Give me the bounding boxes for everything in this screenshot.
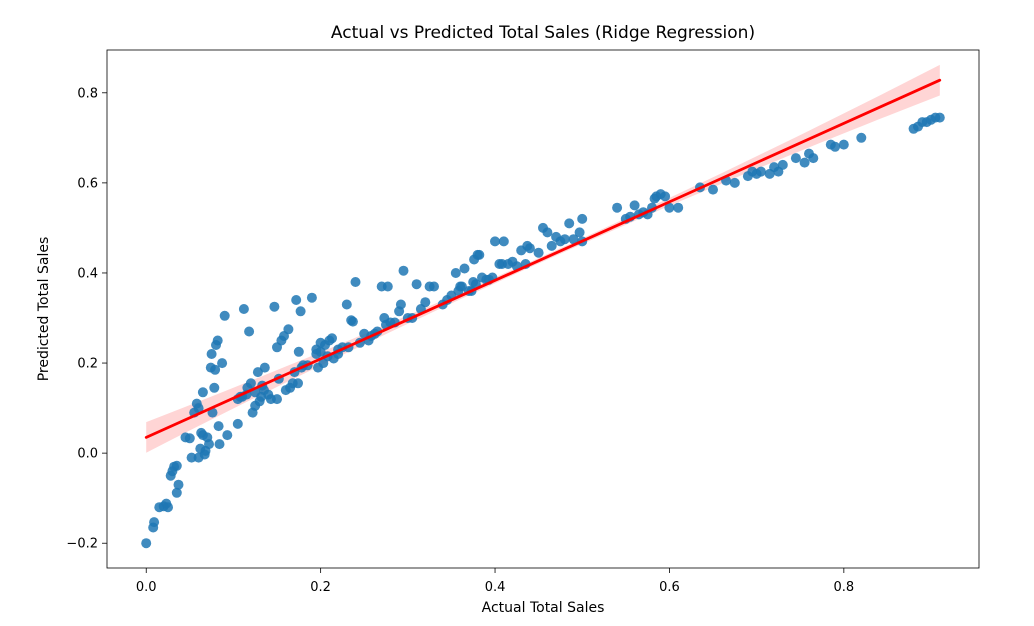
data-point <box>777 159 788 170</box>
data-point <box>293 378 303 389</box>
data-point <box>244 326 255 337</box>
y-axis-ticks: −0.2 0.0 0.2 0.4 0.6 0.8 <box>66 86 107 552</box>
chart-title: Actual vs Predicted Total Sales (Ridge R… <box>331 23 755 43</box>
data-point <box>171 460 182 471</box>
data-point <box>163 502 173 513</box>
y-tick-label: 0.6 <box>77 176 98 191</box>
x-tick-label: 0.2 <box>310 580 331 595</box>
data-point <box>238 304 249 314</box>
data-point <box>808 153 819 164</box>
data-point <box>546 240 557 251</box>
data-point <box>411 279 422 290</box>
data-point <box>660 191 671 202</box>
data-point <box>232 418 243 429</box>
data-point <box>420 297 431 308</box>
data-point <box>204 439 214 450</box>
data-point <box>193 403 204 414</box>
data-point <box>206 349 217 359</box>
data-point <box>856 132 867 143</box>
data-point <box>295 306 306 317</box>
data-point <box>272 394 282 405</box>
y-tick-label: −0.2 <box>66 537 98 552</box>
data-point <box>524 243 535 254</box>
scatter-points <box>141 112 945 549</box>
data-point <box>210 364 221 375</box>
data-point <box>790 153 801 164</box>
data-point <box>474 249 485 260</box>
data-point <box>149 517 160 528</box>
data-point <box>184 433 195 444</box>
data-point <box>490 236 500 247</box>
data-point <box>209 382 220 393</box>
data-point <box>395 299 406 310</box>
data-point <box>542 227 553 238</box>
data-point <box>459 263 470 274</box>
data-point <box>934 112 945 123</box>
data-point <box>186 452 197 463</box>
x-tick-label: 0.0 <box>136 580 157 595</box>
data-point <box>306 292 317 303</box>
data-point <box>838 139 849 150</box>
y-tick-label: 0.2 <box>77 357 98 372</box>
data-point <box>450 268 461 278</box>
data-point <box>664 202 675 213</box>
data-point <box>568 234 579 245</box>
y-tick-label: 0.4 <box>77 266 98 281</box>
data-point <box>213 421 224 432</box>
data-point <box>533 247 544 258</box>
regression-line <box>144 78 942 439</box>
y-axis-label: Predicted Total Sales <box>36 237 52 382</box>
data-point <box>629 200 640 211</box>
data-point <box>327 333 337 344</box>
data-point <box>729 177 740 188</box>
x-tick-label: 0.4 <box>485 580 506 595</box>
data-point <box>269 301 280 312</box>
data-point <box>429 281 439 292</box>
x-tick-label: 0.6 <box>659 580 680 595</box>
data-point <box>173 479 184 490</box>
data-point <box>141 538 152 549</box>
data-point <box>756 166 766 177</box>
data-point <box>171 487 182 498</box>
data-point <box>219 310 230 321</box>
data-point <box>212 335 223 346</box>
x-axis-ticks: 0.0 0.2 0.4 0.6 0.8 <box>136 568 854 595</box>
data-point <box>197 387 208 398</box>
data-point <box>259 362 270 373</box>
data-point <box>245 378 256 389</box>
data-point <box>214 439 225 450</box>
data-point <box>577 213 588 224</box>
data-point <box>382 281 393 292</box>
data-point <box>350 277 361 287</box>
data-point <box>283 324 294 335</box>
data-point <box>612 202 623 213</box>
data-point <box>559 234 570 245</box>
data-point <box>673 202 684 213</box>
plot-frame <box>106 49 980 569</box>
data-point <box>799 157 810 168</box>
data-point <box>222 430 233 441</box>
data-point <box>498 236 509 247</box>
y-tick-label: 0.0 <box>77 447 98 462</box>
y-tick-label: 0.8 <box>77 86 98 101</box>
data-point <box>398 265 409 276</box>
data-point <box>341 299 352 310</box>
x-tick-label: 0.8 <box>833 580 854 595</box>
data-point <box>830 141 841 152</box>
data-point <box>347 316 358 327</box>
data-point <box>293 346 304 357</box>
data-point <box>574 227 585 238</box>
data-point <box>564 218 575 229</box>
data-point <box>708 184 718 195</box>
x-axis-label: Actual Total Sales <box>482 600 605 616</box>
data-point <box>217 358 228 369</box>
data-point <box>291 295 302 305</box>
regression-line-layer <box>144 78 942 439</box>
